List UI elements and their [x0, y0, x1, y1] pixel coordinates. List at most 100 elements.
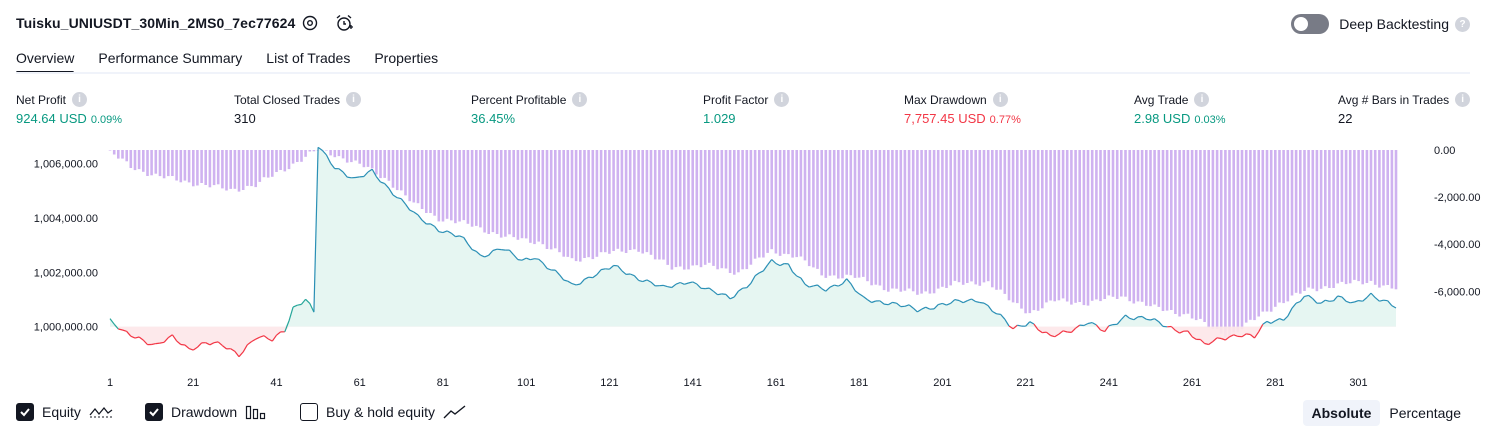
drawdown-bar: [762, 150, 765, 258]
equity-drawdown-chart[interactable]: 1,006,000.00 1,004,000.00 1,002,000.00 1,00…: [0, 140, 1486, 394]
drawdown-bar: [171, 150, 174, 176]
info-icon[interactable]: i: [346, 92, 362, 107]
help-icon[interactable]: ?: [1455, 16, 1470, 32]
checkbox-box: [300, 403, 318, 421]
deep-backtesting-toggle[interactable]: [1291, 14, 1330, 34]
equity-line-segment: [575, 283, 581, 286]
checkbox-label: Buy & hold equity: [326, 404, 435, 420]
equity-line-segment: [1258, 324, 1264, 333]
drawdown-bar: [579, 150, 582, 262]
equity-line-segment: [1129, 317, 1134, 321]
tab-overview[interactable]: Overview: [16, 44, 75, 74]
equity-line-segment: [821, 288, 827, 292]
absolute-button[interactable]: Absolute: [1302, 400, 1381, 426]
equity-line-segment: [1212, 337, 1218, 342]
equity-line-segment: [534, 258, 539, 260]
drawdown-bar: [254, 150, 257, 188]
metric-value: 310: [234, 111, 256, 126]
drawdown-bar: [1294, 150, 1298, 293]
info-icon[interactable]: i: [1194, 92, 1210, 107]
drawdown-bar: [832, 150, 836, 276]
checkbox-box: [145, 403, 163, 421]
equity-line-segment: [1199, 339, 1206, 344]
equity-line-segment: [1241, 333, 1247, 338]
drawdown-bar: [1369, 150, 1373, 281]
drawdown-bar: [1070, 150, 1073, 305]
equity-line-segment: [434, 226, 440, 233]
equity-line-segment: [713, 290, 718, 296]
drawdown-bar: [666, 150, 669, 265]
equity-line-segment: [122, 329, 127, 332]
drawdown-bar: [982, 150, 986, 283]
tab-divider: [16, 72, 1470, 74]
drawdown-bar: [1390, 150, 1394, 289]
tab-list-of-trades[interactable]: List of Trades: [266, 50, 351, 66]
equity-line-segment: [1345, 300, 1351, 304]
metric-label: Net Profit: [16, 92, 67, 107]
drawdown-bar: [167, 150, 170, 177]
drawdown-bar: [824, 150, 828, 278]
drawdown-bar: [749, 150, 753, 265]
drawdown-bar: [828, 150, 832, 276]
drawdown-bar: [1253, 150, 1256, 321]
drawdown-bar: [275, 150, 278, 172]
x-axis-tick-label: 41: [270, 377, 282, 389]
metric-profit-factor: Profit Factor i 1.029: [703, 92, 790, 126]
percentage-button[interactable]: Percentage: [1389, 405, 1461, 421]
equity-line-segment: [708, 287, 714, 292]
drawdown-bar: [250, 150, 253, 187]
equity-line-segment: [155, 342, 160, 345]
equity-line-segment: [367, 168, 373, 173]
drawdown-bar: [221, 150, 224, 189]
metric-value: 2.98 USD: [1134, 111, 1191, 126]
info-icon[interactable]: i: [572, 92, 588, 107]
equity-line-segment: [246, 341, 252, 346]
info-icon[interactable]: i: [72, 92, 88, 107]
buy-hold-equity-checkbox[interactable]: Buy & hold equity: [300, 403, 467, 421]
drawdown-bar: [137, 150, 141, 170]
info-icon[interactable]: i: [1455, 92, 1471, 107]
drawdown-bar: [1324, 150, 1327, 287]
drawdown-bar: [974, 150, 977, 285]
metric-sub-value: 0.09%: [90, 114, 123, 126]
drawdown-bar: [117, 150, 120, 159]
tab-performance-summary[interactable]: Performance Summary: [98, 50, 243, 66]
info-icon[interactable]: i: [774, 92, 790, 107]
equity-line-segment: [196, 342, 203, 348]
right-axis-tick-label: -4,000.00: [1434, 239, 1480, 251]
equity-line-segment: [1170, 326, 1176, 331]
drawdown-bar: [1378, 150, 1381, 288]
equity-line-segment: [1291, 302, 1297, 309]
x-axis-tick-label: 1: [107, 377, 113, 389]
drawdown-bar: [508, 150, 511, 235]
equity-line-segment: [813, 284, 818, 287]
info-icon[interactable]: i: [992, 92, 1008, 107]
drawdown-bar: [1315, 150, 1319, 292]
add-alert-icon[interactable]: [334, 13, 354, 33]
drawdown-checkbox[interactable]: Drawdown: [145, 403, 267, 421]
drawdown-bar: [870, 150, 873, 286]
drawdown-bar: [1319, 150, 1323, 289]
equity-line-segment: [729, 296, 735, 300]
tab-properties[interactable]: Properties: [374, 50, 439, 66]
drawdown-bar: [795, 150, 798, 258]
equity-line-segment: [646, 279, 652, 283]
drawdown-bar: [1007, 150, 1011, 301]
strategy-header: Tuisku_UNIUSDT_30Min_2MS0_7ec77624 Deep …: [0, 0, 1486, 48]
drawdown-bar: [903, 150, 907, 291]
equity-line-segment: [979, 301, 985, 304]
equity-checkbox[interactable]: Equity: [16, 403, 113, 421]
equity-line-segment: [1308, 294, 1314, 300]
equity-line-segment: [1337, 295, 1343, 298]
drawdown-bar: [1099, 150, 1102, 302]
drawdown-bar: [1199, 150, 1202, 319]
drawdown-bar: [583, 150, 586, 258]
settings-icon[interactable]: [300, 13, 320, 33]
equity-line-segment: [1374, 297, 1380, 302]
drawdown-bar: [1278, 150, 1281, 303]
drawdown-bar: [703, 150, 707, 265]
drawdown-bar: [841, 150, 844, 279]
x-axis-tick-label: 141: [684, 377, 702, 389]
drawdown-bar: [1145, 150, 1148, 306]
metric-value: 36.45%: [471, 111, 516, 126]
